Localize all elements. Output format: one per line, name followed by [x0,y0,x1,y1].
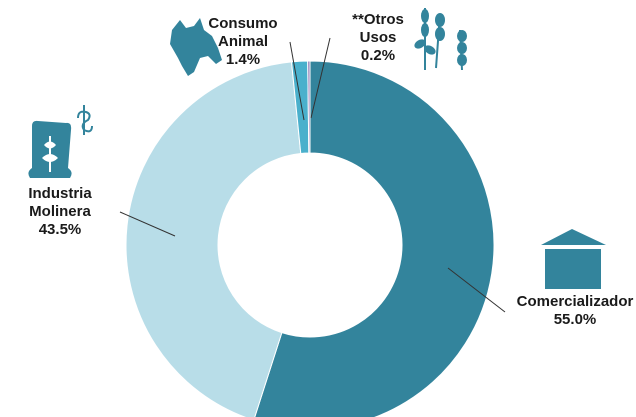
leader-lines [119,37,506,313]
leader-line-3 [310,37,331,119]
slice-category-label: Industria [28,185,92,202]
slice-category-label: Usos [360,29,397,46]
slice-category-label: Consumo [208,15,277,32]
slice-category-label: Comercializador [517,293,634,310]
slice-category-label: Molinera [29,203,91,220]
slice-0 [254,60,495,417]
slice-label-3: **Otros Usos 0.2% [352,11,404,64]
leader-line-0 [447,267,506,313]
cow-icon [170,18,222,76]
slice-value-label: 43.5% [39,221,82,238]
slice-1 [125,61,302,417]
slice-label-1: Industria Molinera 43.5% [28,185,92,238]
slice-value-label: 1.4% [226,51,260,68]
silo-icon [541,229,606,289]
slice-value-label: 55.0% [554,311,597,328]
donut-slices [125,60,495,417]
flour-sack-icon [28,105,93,178]
slice-3 [307,60,311,154]
slice-label-2: Consumo Animal 1.4% [208,15,277,68]
slice-labels: Comercializador 55.0% Industria Molinera 43.… [28,11,633,328]
leader-line-1 [119,211,176,237]
wheat-icon [414,8,467,71]
leader-line-2 [289,41,305,121]
slice-value-label: 0.2% [361,47,395,64]
slice-label-0: Comercializador 55.0% [517,293,634,328]
slice-category-label: **Otros [352,11,404,28]
slice-category-label: Animal [218,33,268,50]
